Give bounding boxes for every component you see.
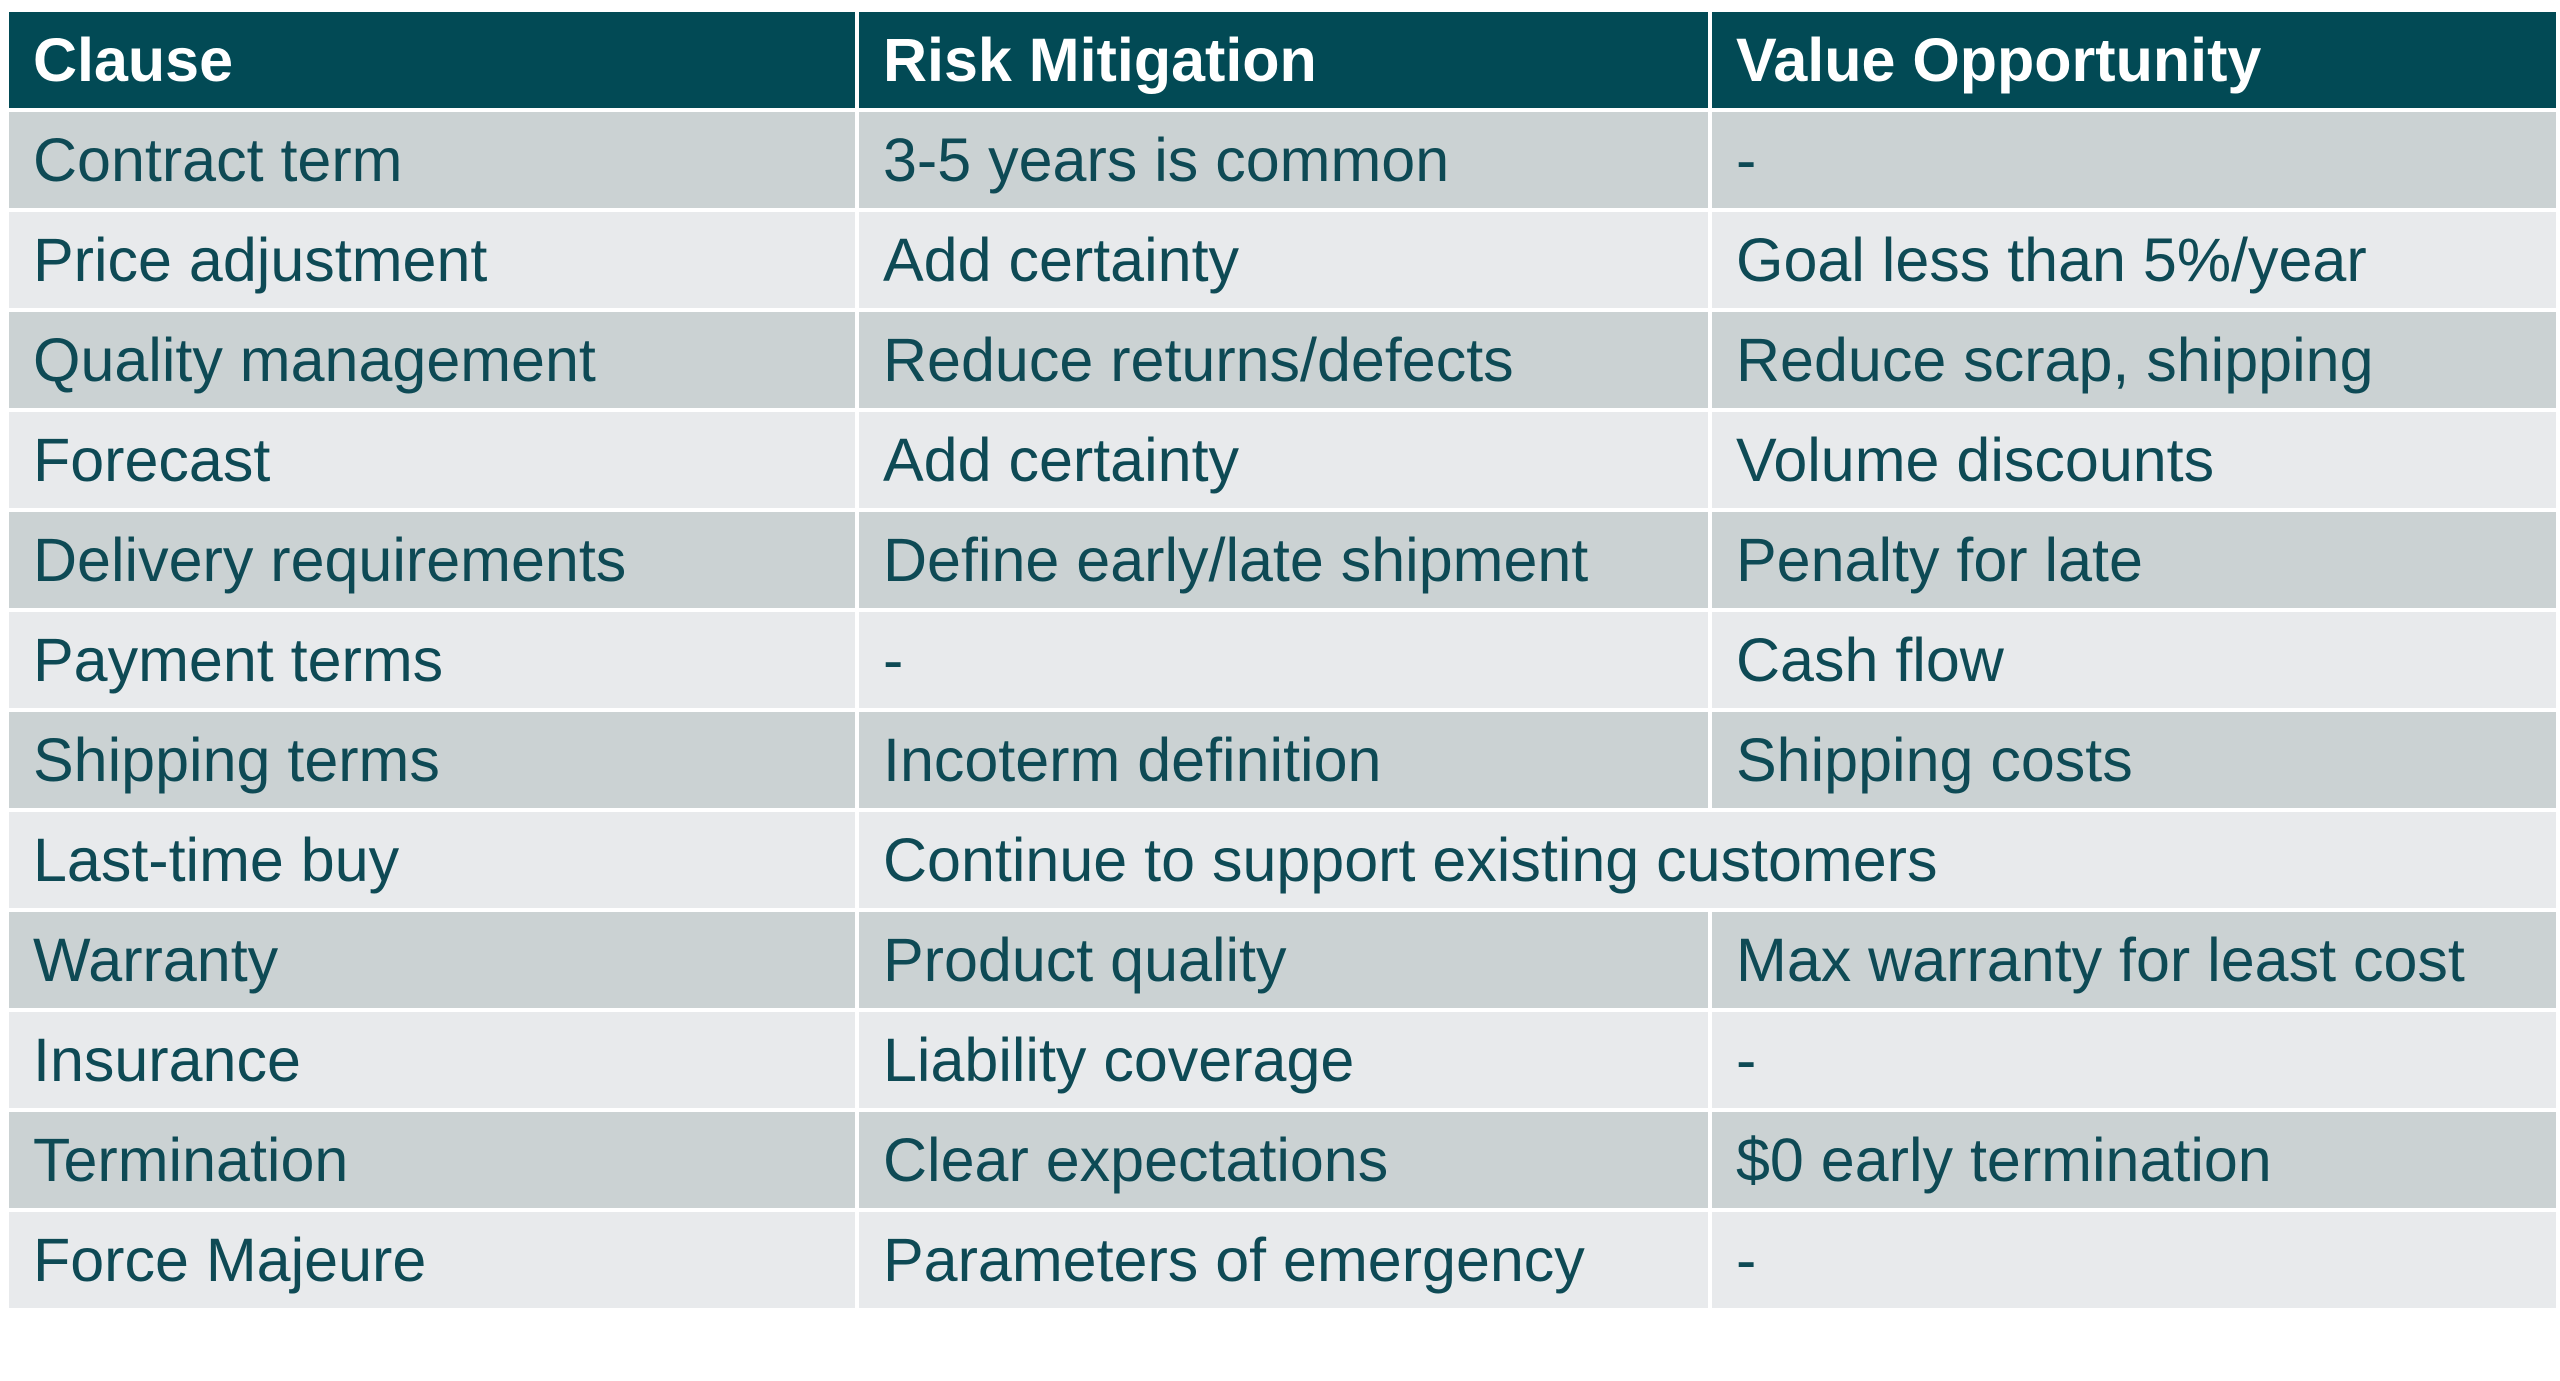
value-opportunity-cell: Goal less than 5%/year xyxy=(1708,208,2560,312)
risk-mitigation-cell: Add certainty xyxy=(855,208,1712,312)
table-row: Force Majeure Parameters of emergency - xyxy=(5,1208,2560,1312)
value-opportunity-cell: - xyxy=(1708,1008,2560,1112)
table-row: Warranty Product quality Max warranty fo… xyxy=(5,908,2560,1012)
risk-mitigation-cell: Clear expectations xyxy=(855,1108,1712,1212)
table-row: Termination Clear expectations $0 early … xyxy=(5,1108,2560,1212)
table-row: Delivery requirements Define early/late … xyxy=(5,508,2560,612)
table-row: Payment terms - Cash flow xyxy=(5,608,2560,712)
clause-cell: Quality management xyxy=(5,308,859,412)
clause-cell: Force Majeure xyxy=(5,1208,859,1312)
risk-mitigation-cell: Add certainty xyxy=(855,408,1712,512)
clause-cell: Payment terms xyxy=(5,608,859,712)
risk-mitigation-cell: Incoterm definition xyxy=(855,708,1712,812)
header-value-opportunity: Value Opportunity xyxy=(1708,8,2560,112)
risk-mitigation-cell: Define early/late shipment xyxy=(855,508,1712,612)
risk-mitigation-cell: Reduce returns/defects xyxy=(855,308,1712,412)
table-row: Price adjustment Add certainty Goal less… xyxy=(5,208,2560,312)
value-opportunity-cell: - xyxy=(1708,1208,2560,1312)
table-row: Contract term 3-5 years is common - xyxy=(5,108,2560,212)
clause-cell: Delivery requirements xyxy=(5,508,859,612)
header-clause: Clause xyxy=(5,8,859,112)
value-opportunity-cell: Max warranty for least cost xyxy=(1708,908,2560,1012)
table-row: Shipping terms Incoterm definition Shipp… xyxy=(5,708,2560,812)
value-opportunity-cell: - xyxy=(1708,108,2560,212)
clause-cell: Contract term xyxy=(5,108,859,212)
risk-mitigation-cell: - xyxy=(855,608,1712,712)
clause-cell: Price adjustment xyxy=(5,208,859,312)
value-opportunity-cell: Shipping costs xyxy=(1708,708,2560,812)
clause-cell: Warranty xyxy=(5,908,859,1012)
value-opportunity-cell: $0 early termination xyxy=(1708,1108,2560,1212)
value-opportunity-cell: Penalty for late xyxy=(1708,508,2560,612)
risk-mitigation-cell: Parameters of emergency xyxy=(855,1208,1712,1312)
risk-mitigation-cell: 3-5 years is common xyxy=(855,108,1712,212)
clause-cell: Shipping terms xyxy=(5,708,859,812)
table-row: Last-time buy Continue to support existi… xyxy=(5,808,2560,912)
value-opportunity-cell: Volume discounts xyxy=(1708,408,2560,512)
clause-cell: Forecast xyxy=(5,408,859,512)
table-row: Quality management Reduce returns/defect… xyxy=(5,308,2560,412)
clause-cell: Last-time buy xyxy=(5,808,859,912)
table-row: Insurance Liability coverage - xyxy=(5,1008,2560,1112)
risk-mitigation-cell: Product quality xyxy=(855,908,1712,1012)
value-opportunity-cell: Reduce scrap, shipping xyxy=(1708,308,2560,412)
clause-cell: Termination xyxy=(5,1108,859,1212)
value-opportunity-cell: Cash flow xyxy=(1708,608,2560,712)
table-header-row: Clause Risk Mitigation Value Opportunity xyxy=(5,8,2560,112)
risk-mitigation-cell: Liability coverage xyxy=(855,1008,1712,1112)
header-risk-mitigation: Risk Mitigation xyxy=(855,8,1712,112)
table-row: Forecast Add certainty Volume discounts xyxy=(5,408,2560,512)
contract-clauses-table: Clause Risk Mitigation Value Opportunity… xyxy=(5,8,2560,1312)
clause-cell: Insurance xyxy=(5,1008,859,1112)
merged-mitigation-value-cell: Continue to support existing customers xyxy=(855,808,2560,912)
